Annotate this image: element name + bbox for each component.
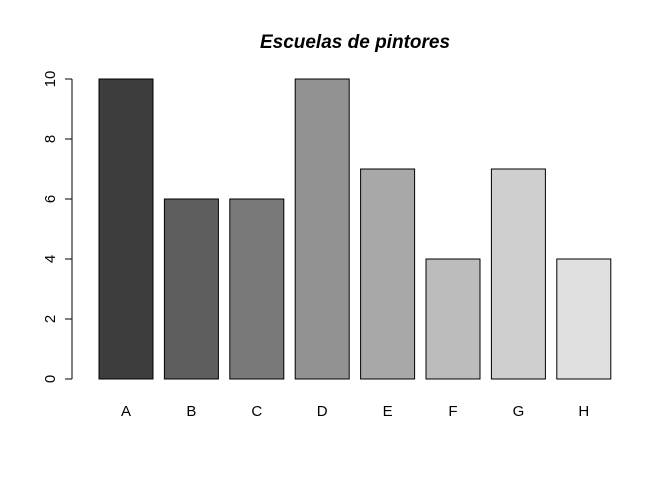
x-axis-labels: A B C D E F G H (121, 403, 589, 420)
bars-group (98, 78, 612, 380)
y-tick-label: 8 (42, 135, 59, 143)
bar-b (163, 198, 219, 380)
y-tick-label: 0 (42, 375, 59, 383)
x-tick-label: G (513, 403, 525, 420)
y-tick-label: 6 (42, 195, 59, 203)
x-tick-label: D (317, 403, 328, 420)
bar-f (425, 258, 481, 380)
bar-d (294, 78, 350, 380)
x-tick-label: C (251, 403, 262, 420)
y-axis: 0 2 4 6 8 10 (42, 71, 73, 383)
bar-h (556, 258, 612, 380)
y-tick-label: 4 (42, 255, 59, 263)
x-tick-label: A (121, 403, 131, 420)
bar-g (490, 168, 546, 380)
bar-c (229, 198, 285, 380)
y-tick-label: 2 (42, 315, 59, 323)
x-tick-label: F (448, 403, 457, 420)
bar-a (98, 78, 154, 380)
chart-title: Escuelas de pintores (260, 32, 450, 53)
x-tick-label: H (578, 403, 589, 420)
bar-e (360, 168, 416, 380)
x-tick-label: B (186, 403, 196, 420)
y-tick-label: 10 (42, 71, 59, 88)
x-tick-label: E (383, 403, 393, 420)
